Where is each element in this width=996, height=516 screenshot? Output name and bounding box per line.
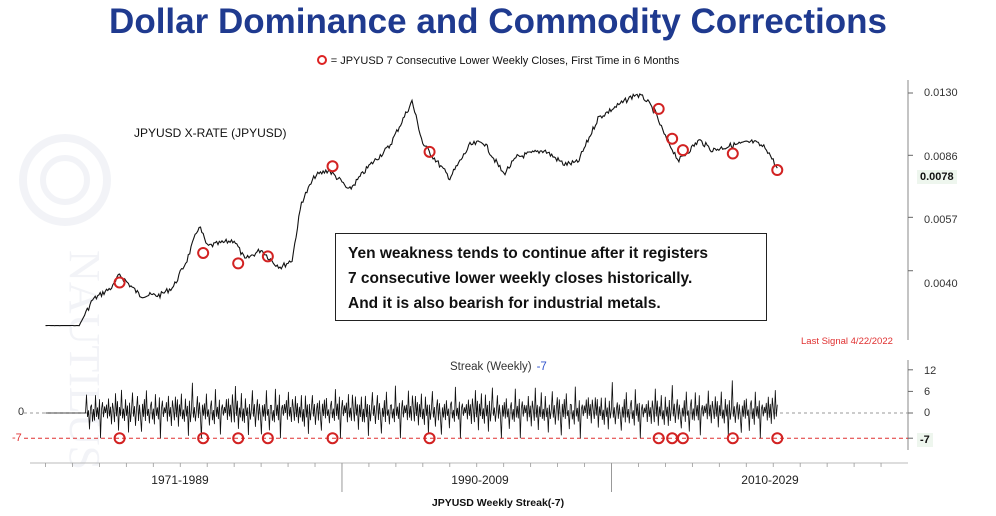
x-axis [30, 462, 908, 492]
x-range-label: 2010-2029 [741, 473, 799, 487]
streak-signal-marker [726, 432, 739, 445]
svg-text:NAUTILUS: NAUTILUS [60, 250, 109, 470]
signal-marker-icon [316, 55, 327, 65]
price-tick-label: 0.0130 [924, 87, 958, 99]
streak-signal-marker [326, 432, 339, 445]
streak-tick-label: 12 [924, 365, 937, 377]
streak-signal-marker [676, 432, 689, 445]
streak-current-value: -7 [536, 361, 547, 373]
streak-left-threshold: -7 [12, 432, 22, 444]
price-signal-marker [113, 276, 126, 289]
price-signal-marker [666, 132, 679, 145]
price-signal-marker [771, 164, 784, 177]
annotation-line: 7 consecutive lower weekly closes histor… [348, 270, 693, 287]
streak-signal-marker [652, 432, 665, 445]
annotation-line: Yen weakness tends to continue after it … [348, 245, 709, 262]
price-signal-marker [652, 102, 665, 115]
price-signal-marker [326, 160, 339, 173]
footer-label: JPYUSD Weekly Streak(-7) [431, 497, 565, 509]
streak-signal-marker [423, 432, 436, 445]
streak-last-value: -7 [917, 433, 933, 447]
streak-label-text: Streak (Weekly) [450, 361, 532, 373]
price-signal-marker [726, 147, 739, 160]
streak-signal-marker [197, 432, 210, 445]
streak-line [45, 380, 778, 439]
price-signal-marker [261, 250, 274, 263]
chart-title: Dollar Dominance and Commodity Correctio… [109, 2, 887, 41]
legend-text: = JPYUSD 7 Consecutive Lower Weekly Clos… [330, 55, 680, 67]
annotation-box: Yen weakness tends to continue after it … [335, 233, 767, 321]
price-tick-label: 0.0057 [924, 214, 958, 226]
streak-signal-marker [771, 432, 784, 445]
watermark-logo: NAUTILUS [19, 134, 111, 470]
price-tick-label: 0.0040 [924, 278, 958, 290]
price-signal-marker [232, 257, 245, 270]
price-signal-marker [676, 144, 689, 157]
streak-panel [45, 380, 784, 445]
price-panel [45, 93, 784, 327]
streak-signal-marker [232, 432, 245, 445]
price-last-value: 0.0078 [917, 170, 957, 184]
legend: = JPYUSD 7 Consecutive Lower Weekly Clos… [0, 55, 996, 67]
price-signal-marker [197, 246, 210, 259]
streak-tick-label: 0 [924, 407, 931, 419]
x-range-label: 1971-1989 [151, 473, 209, 487]
streak-signal-marker [113, 432, 126, 445]
x-range-label: 1990-2009 [451, 473, 509, 487]
price-tick-label: 0.0086 [924, 151, 958, 163]
streak-panel-label: Streak (Weekly) -7 [450, 361, 547, 373]
price-line [45, 93, 778, 327]
price-axis [907, 80, 913, 340]
streak-signal-marker [261, 432, 274, 445]
streak-left-zero: 0 [18, 406, 25, 418]
last-signal-label: Last Signal 4/22/2022 [801, 336, 893, 347]
price-signal-marker [423, 145, 436, 158]
annotation-line: And it is also bearish for industrial me… [348, 295, 661, 312]
streak-tick-label: 6 [924, 386, 931, 398]
series-label: JPYUSD X-RATE (JPYUSD) [134, 126, 287, 140]
